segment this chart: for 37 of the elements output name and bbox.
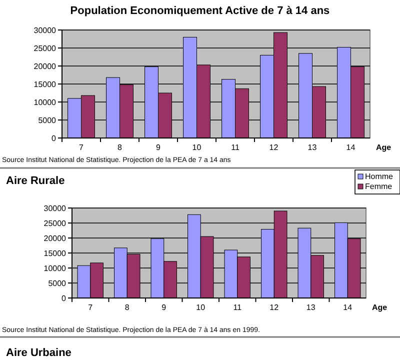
x-tick-label: 11 xyxy=(233,303,242,312)
y-tick-label: 5000 xyxy=(38,116,57,125)
y-tick-label: 30000 xyxy=(34,26,57,35)
x-axis-title: Age xyxy=(372,303,388,312)
y-tick-label: 5000 xyxy=(48,278,67,288)
x-tick-label: 12 xyxy=(269,143,279,152)
x-axis-title: Age xyxy=(376,143,392,152)
y-tick-label: 30000 xyxy=(44,204,67,213)
y-tick-label: 15000 xyxy=(44,248,67,258)
y-tick-label: 20000 xyxy=(34,62,57,71)
x-tick-label: 14 xyxy=(346,143,356,152)
y-tick-label: 10000 xyxy=(44,264,67,273)
legend-label: Homme xyxy=(365,172,394,181)
y-tick-label: 10000 xyxy=(34,98,57,107)
y-tick-label: 0 xyxy=(62,294,67,303)
text: Aire Urbaine xyxy=(6,347,72,359)
x-tick-label: 9 xyxy=(162,303,167,312)
x-tick-label: 7 xyxy=(88,303,94,312)
y-tick-label: 25000 xyxy=(34,44,57,53)
chart-title: Population Economiquement Active de 7 à 14 ans xyxy=(70,5,330,17)
x-tick-label: 13 xyxy=(308,143,318,152)
x-tick-label: 8 xyxy=(118,143,123,152)
y-tick-label: 20000 xyxy=(44,234,67,243)
chart-title: Aire Rurale xyxy=(6,175,65,187)
y-tick-label: 15000 xyxy=(34,80,57,89)
x-tick-label: 13 xyxy=(306,303,316,312)
y-tick-label: 25000 xyxy=(44,218,67,228)
x-tick-label: 11 xyxy=(231,143,240,152)
x-tick-label: 14 xyxy=(343,303,353,312)
x-tick-label: 8 xyxy=(124,303,130,312)
x-tick-label: 9 xyxy=(156,143,162,152)
y-tick-label: 0 xyxy=(52,134,57,143)
x-tick-label: 10 xyxy=(192,143,202,152)
x-tick-label: 12 xyxy=(270,303,280,312)
x-tick-label: 7 xyxy=(79,143,84,152)
x-tick-label: 10 xyxy=(196,303,206,312)
legend-label: Femme xyxy=(365,182,393,191)
